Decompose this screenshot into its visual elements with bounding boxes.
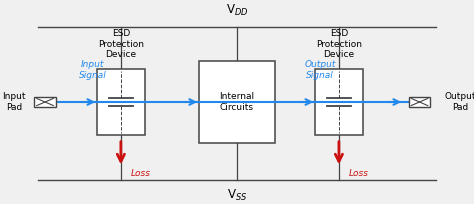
Text: ESD
Protection
Device: ESD Protection Device — [98, 29, 144, 59]
Bar — [97, 69, 145, 135]
Text: Input
Pad: Input Pad — [2, 92, 26, 112]
Text: V$_{DD}$: V$_{DD}$ — [226, 3, 248, 18]
Text: Output
Pad: Output Pad — [444, 92, 474, 112]
Text: ESD
Protection
Device: ESD Protection Device — [316, 29, 362, 59]
Bar — [199, 61, 275, 143]
Text: V$_{SS}$: V$_{SS}$ — [227, 188, 247, 203]
Text: Internal
Circuits: Internal Circuits — [219, 92, 255, 112]
Bar — [409, 98, 430, 106]
Text: Output
Signal: Output Signal — [304, 60, 336, 80]
Bar — [34, 98, 56, 106]
Text: Input
Signal: Input Signal — [79, 60, 106, 80]
Text: Loss: Loss — [348, 169, 368, 178]
Text: Loss: Loss — [130, 169, 150, 178]
Bar — [315, 69, 363, 135]
